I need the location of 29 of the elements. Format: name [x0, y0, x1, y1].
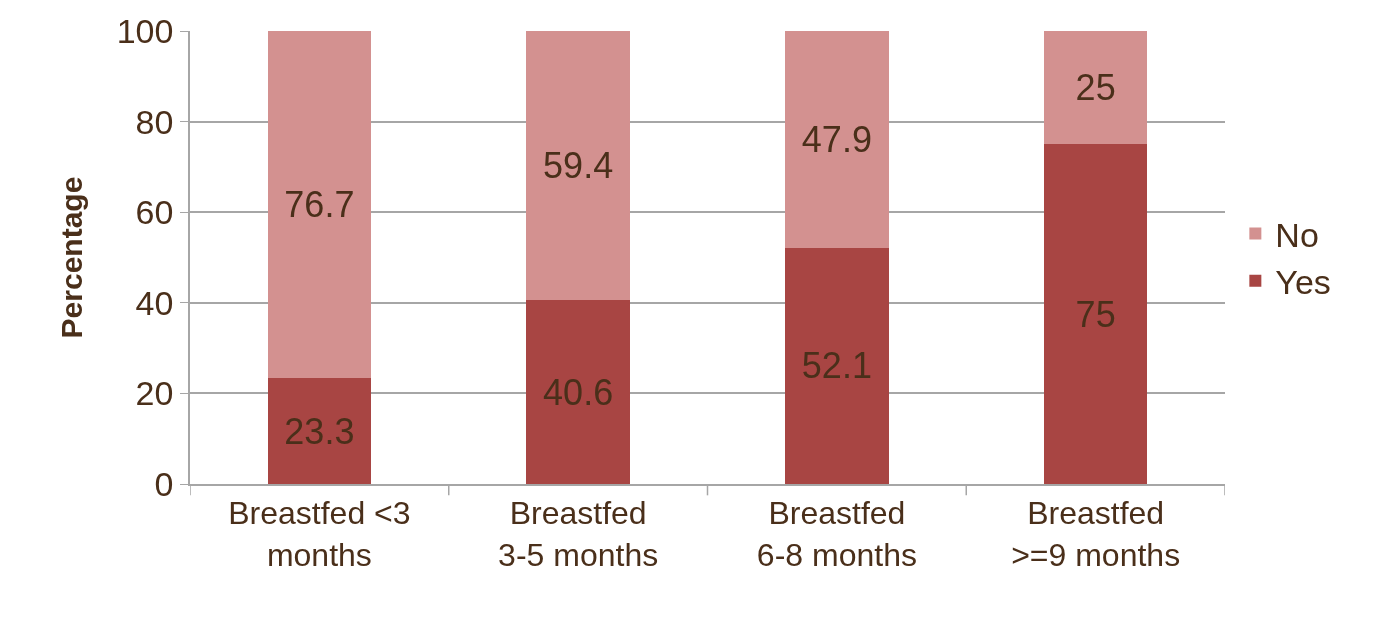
data-label: 23.3 [284, 410, 355, 452]
bar [267, 378, 372, 484]
x-tick-label: Breastfed >=9 months [1011, 495, 1181, 573]
data-label: 47.9 [801, 119, 872, 160]
y-tick-label: 80 [135, 102, 174, 141]
bar [1043, 31, 1148, 145]
data-label: 76.7 [284, 184, 355, 226]
data-label: 40.6 [543, 371, 614, 413]
y-tick-label: 0 [154, 464, 174, 503]
data-label: 59.4 [543, 145, 614, 187]
bar [526, 31, 630, 301]
y-tick-label: 20 [135, 374, 174, 413]
legend-label: Yes [1275, 263, 1331, 302]
bar [785, 31, 889, 248]
y-tick-label: 60 [135, 193, 174, 232]
x-tick-label: Breastfed 6-8 months [756, 495, 917, 573]
y-tick-label: 100 [116, 11, 174, 50]
data-label: 25 [1075, 67, 1116, 109]
data-label: 75 [1075, 293, 1116, 335]
y-axis-title: Percentage [55, 176, 89, 339]
bar [1043, 144, 1148, 484]
y-tick-label: 40 [135, 283, 174, 322]
legend-label: No [1275, 215, 1319, 254]
bar [785, 247, 889, 484]
x-tick-label: Breastfed 3-5 months [498, 495, 659, 573]
bar [526, 300, 630, 484]
bar [267, 31, 372, 379]
x-tick-label: Breastfed <3 months [228, 495, 411, 573]
data-label: 52.1 [801, 345, 872, 387]
